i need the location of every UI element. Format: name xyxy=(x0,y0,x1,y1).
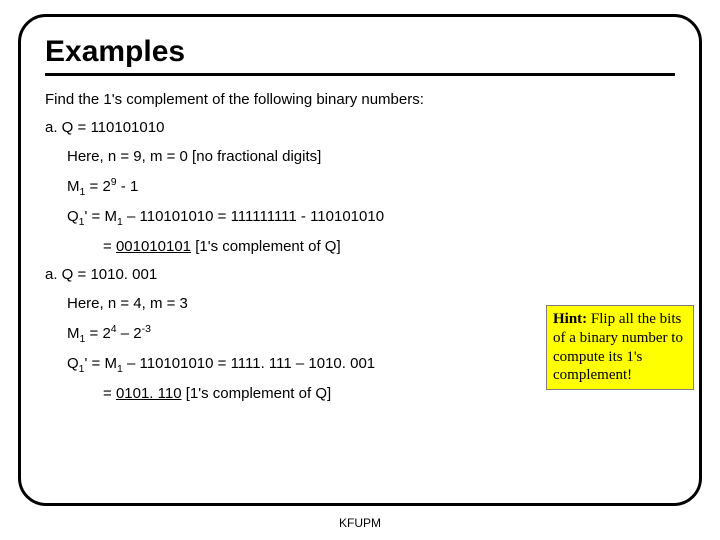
title-underline xyxy=(45,73,675,76)
m1b-eq: = 2 xyxy=(85,325,110,342)
m1b-sup2: -3 xyxy=(142,323,151,335)
intro-text: Find the 1's complement of the following… xyxy=(45,90,675,110)
part-b-heading: a. Q = 1010. 001 xyxy=(45,265,675,285)
hint-label: Hint: xyxy=(553,311,587,327)
m1-tail: - 1 xyxy=(117,178,139,195)
resb-tail: [1's complement of Q] xyxy=(182,385,332,402)
slide-frame: Examples Find the 1's complement of the … xyxy=(18,14,702,506)
q1-prefix: Q xyxy=(67,208,79,225)
m1b-mid: – 2 xyxy=(117,325,142,342)
q1b-tail: – 110101010 = 1111. 111 – 1010. 001 xyxy=(123,355,375,372)
m1-eq: = 2 xyxy=(85,178,110,195)
resb-val: 0101. 110 xyxy=(116,385,182,402)
q1-tail: – 110101010 = 111111111 - 110101010 xyxy=(123,208,384,225)
q1-mid: ' = M xyxy=(85,208,117,225)
part-a-heading: a. Q = 110101010 xyxy=(45,118,675,138)
m1-prefix: M xyxy=(67,178,80,195)
slide-title: Examples xyxy=(45,35,675,69)
res-tail: [1's complement of Q] xyxy=(191,238,341,255)
part-a-m1: M1 = 29 - 1 xyxy=(45,175,675,199)
part-a-q1: Q1' = M1 – 110101010 = 111111111 - 11010… xyxy=(45,207,675,229)
m1b-prefix: M xyxy=(67,325,80,342)
part-a-result: = 001010101 [1's complement of Q] xyxy=(45,237,675,257)
res-val: 001010101 xyxy=(116,238,191,255)
resb-eq: = xyxy=(103,385,116,402)
part-a-line1: Here, n = 9, m = 0 [no fractional digits… xyxy=(45,147,675,167)
hint-box: Hint: Flip all the bits of a binary numb… xyxy=(546,305,694,390)
q1b-prefix: Q xyxy=(67,355,79,372)
footer-text: KFUPM xyxy=(0,516,720,530)
q1b-mid: ' = M xyxy=(85,355,117,372)
res-eq: = xyxy=(103,238,116,255)
